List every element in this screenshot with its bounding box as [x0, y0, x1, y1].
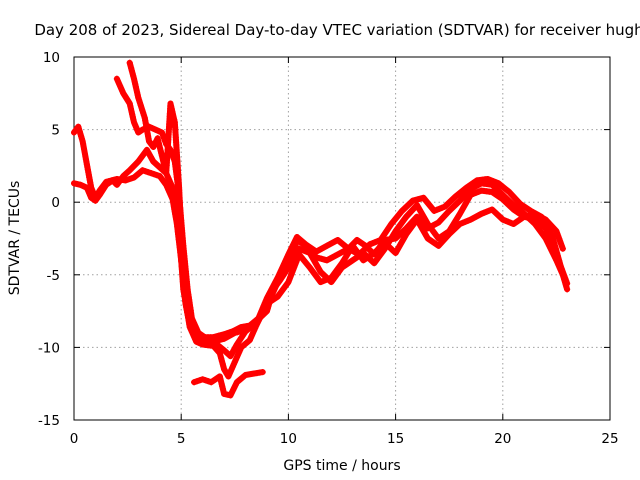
plot-frame — [73, 56, 611, 421]
data-point — [126, 59, 133, 66]
data-point — [71, 180, 77, 187]
marker-trail — [193, 369, 263, 398]
marker-trail — [127, 62, 570, 341]
marker-trail — [73, 126, 570, 345]
x-tick-label: 5 — [177, 431, 186, 447]
y-tick-label: -5 — [47, 268, 60, 284]
chart-title: Day 208 of 2023, Sidereal Day-to-day VTE… — [34, 21, 640, 39]
y-tick-label: -15 — [38, 413, 60, 429]
data-point — [148, 170, 155, 177]
data-point — [227, 392, 234, 399]
y-tick-label: -10 — [38, 340, 60, 356]
series-track-e — [191, 369, 266, 399]
x-axis-label: GPS time / hours — [283, 458, 400, 474]
data-point — [77, 181, 84, 188]
axis-ticks: 0 5 10 15 20 25 -15 -10 -5 0 5 10 — [38, 50, 619, 447]
series-track-d — [126, 59, 571, 341]
data-point — [152, 126, 159, 133]
y-axis-label: SDTVAR / TECUs — [7, 181, 23, 296]
y-tick-label: 5 — [51, 123, 60, 139]
x-tick-label: 20 — [494, 431, 511, 447]
y-tick-label: 0 — [51, 195, 60, 211]
series-line — [71, 123, 571, 345]
x-tick-label: 15 — [387, 431, 404, 447]
data-series — [71, 59, 571, 399]
grid-lines — [74, 57, 610, 420]
x-tick-label: 10 — [280, 431, 297, 447]
x-tick-label: 25 — [601, 431, 618, 447]
data-point — [158, 129, 165, 136]
y-tick-label: 10 — [43, 50, 60, 66]
series-track-a — [71, 123, 571, 345]
data-point — [199, 376, 206, 383]
data-point — [191, 379, 198, 386]
data-point — [221, 331, 228, 338]
x-tick-label: 0 — [70, 431, 79, 447]
